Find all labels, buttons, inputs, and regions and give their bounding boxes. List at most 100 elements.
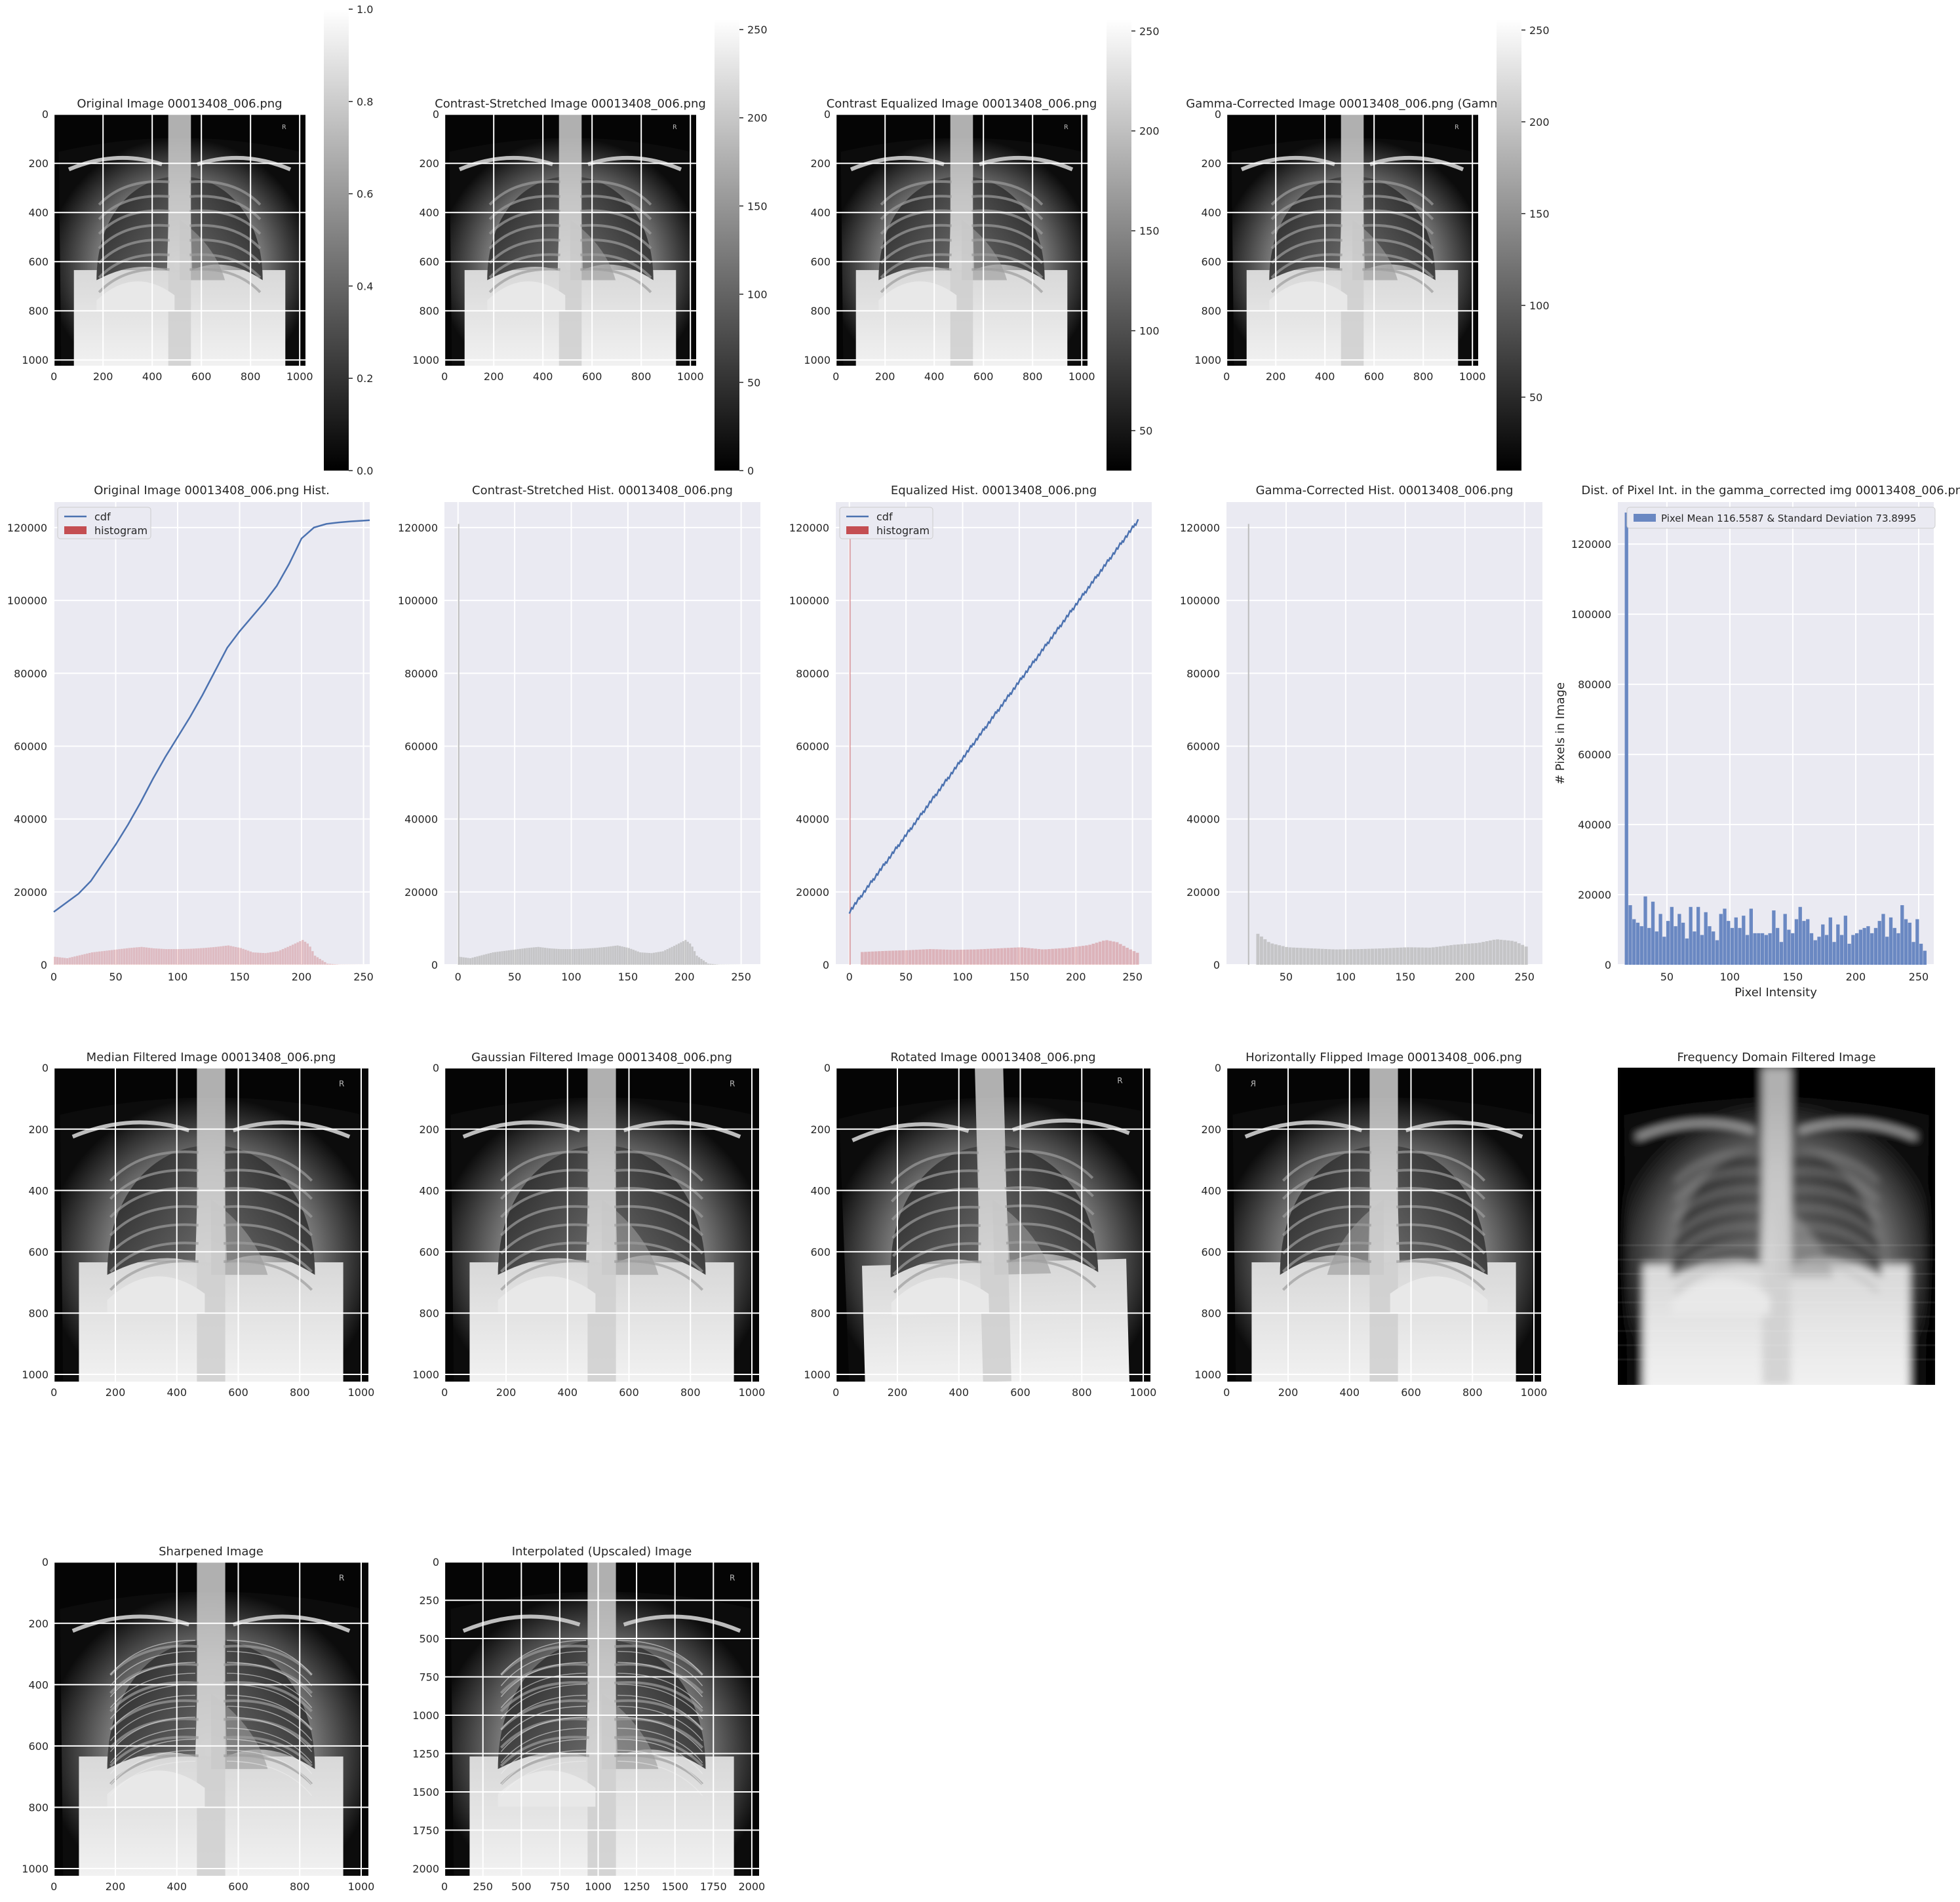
histogram-bar [716,964,718,965]
histogram-bar [175,949,178,965]
distribution-bar [1685,938,1689,965]
y-tick-label: 0 [433,1062,439,1074]
histogram-bar [614,945,617,965]
histogram-bar [707,963,709,965]
distribution-bar [1911,942,1915,965]
clavicle-right [232,1120,351,1139]
y-tick-label: 600 [419,256,439,268]
rib-right [580,253,652,279]
histogram-bar [573,948,576,965]
histogram-bar [64,958,66,965]
x-tick-label: 800 [1462,1386,1483,1399]
histogram-bar [1030,948,1034,965]
histogram-bar [170,949,173,965]
histogram-bar [71,957,73,965]
distribution-bar [1738,927,1742,965]
histogram-bar [952,950,956,965]
rib-left [1270,180,1343,206]
distribution-bar [1881,914,1885,965]
rib-right [1362,195,1434,220]
rib-left [1674,1151,1764,1183]
y-tick-label: 600 [28,1740,49,1753]
histogram-bar [205,948,208,965]
rib-right [189,195,262,220]
distribution-bar [1632,919,1636,965]
sharpened-edge [617,1640,703,1675]
colorbar-1: 0 50 100 150 200 250 [715,19,768,477]
histogram-bar [1367,948,1371,965]
panel-title: Rotated Image 00013408_006.png [890,1051,1095,1064]
rib-left [892,1242,981,1275]
histogram-bar [284,948,286,965]
x-tick-label: 50 [899,971,912,983]
distribution-bar [1866,926,1870,965]
rib-right [971,267,1044,294]
panel-title: Original Image 00013408_006.png [77,97,282,111]
rib-left [109,1717,199,1749]
histogram-bar [214,946,218,965]
histogram-bar [1510,941,1514,965]
histogram-bar [996,948,1000,965]
colorbar-tick-label: 0.6 [357,188,373,201]
y-tick-label: 200 [810,1123,831,1136]
histogram-bar [1388,948,1392,965]
histogram-bar [1499,939,1503,965]
histogram-bar [157,948,161,965]
histogram-bar [200,948,203,965]
x-tick-label: 0 [833,370,839,383]
distribution-bar [1768,933,1772,965]
histogram-bar [1270,943,1274,965]
rib-left [1674,1188,1764,1220]
image-marker: R [282,124,286,131]
rib-left [500,1205,589,1237]
x-tick-label: 1000 [1130,1386,1157,1399]
histogram-bar [73,956,76,965]
diaphragm [1269,281,1348,311]
histogram-bar [1259,936,1263,965]
rib-right [224,1699,313,1731]
x-tick-label: 400 [167,1880,187,1893]
histogram-bar [1349,949,1353,965]
histogram-bar [150,948,153,965]
rib-left [880,223,952,250]
histogram-bar [697,957,701,965]
histogram-bar [596,948,598,965]
histogram-bar [1098,941,1102,965]
histogram-bar [309,946,311,965]
histogram-bar [319,958,321,965]
histogram-bar [1492,939,1496,965]
rib-right [1789,1207,1879,1238]
x-tick-label: 200 [875,370,895,383]
y-tick-label: 60000 [796,740,829,752]
histogram-bar [1431,947,1435,965]
histogram-bar [1108,941,1112,965]
sharpened-edge [226,1694,313,1730]
histogram-bar [548,948,551,965]
y-tick-label: 200 [810,157,831,170]
rib-left [500,1241,589,1273]
y-tick-label: 60000 [404,740,438,752]
sharpened-edge [226,1640,313,1675]
histogram-bar [526,948,528,965]
legend-label: Pixel Mean 116.5587 & Standard Deviation… [1661,513,1916,524]
y-tick-label: 0 [824,108,831,121]
histogram-bar [1278,945,1282,965]
y-tick-label: 0 [42,1556,49,1568]
distribution-bar [1693,931,1696,965]
y-tick-label: 400 [28,1679,49,1691]
rib-right [224,1260,313,1291]
histogram-bar [267,952,269,965]
x-tick-label: 200 [675,971,695,983]
y-tick-label: 0 [433,1556,439,1568]
histogram-bar [535,947,538,965]
clavicle-left [71,1614,190,1633]
histogram-bar [1040,949,1044,965]
histogram-bar [517,949,519,965]
x-tick-label: 100 [168,971,188,983]
panel-title: Dist. of Pixel Int. in the gamma_correct… [1581,484,1960,497]
y-tick-label: 0 [42,108,49,121]
sharpened-edge [109,1673,196,1709]
x-tick-label: 150 [229,971,250,983]
histogram-spike [1247,524,1249,965]
xray-image: R [54,1068,368,1382]
